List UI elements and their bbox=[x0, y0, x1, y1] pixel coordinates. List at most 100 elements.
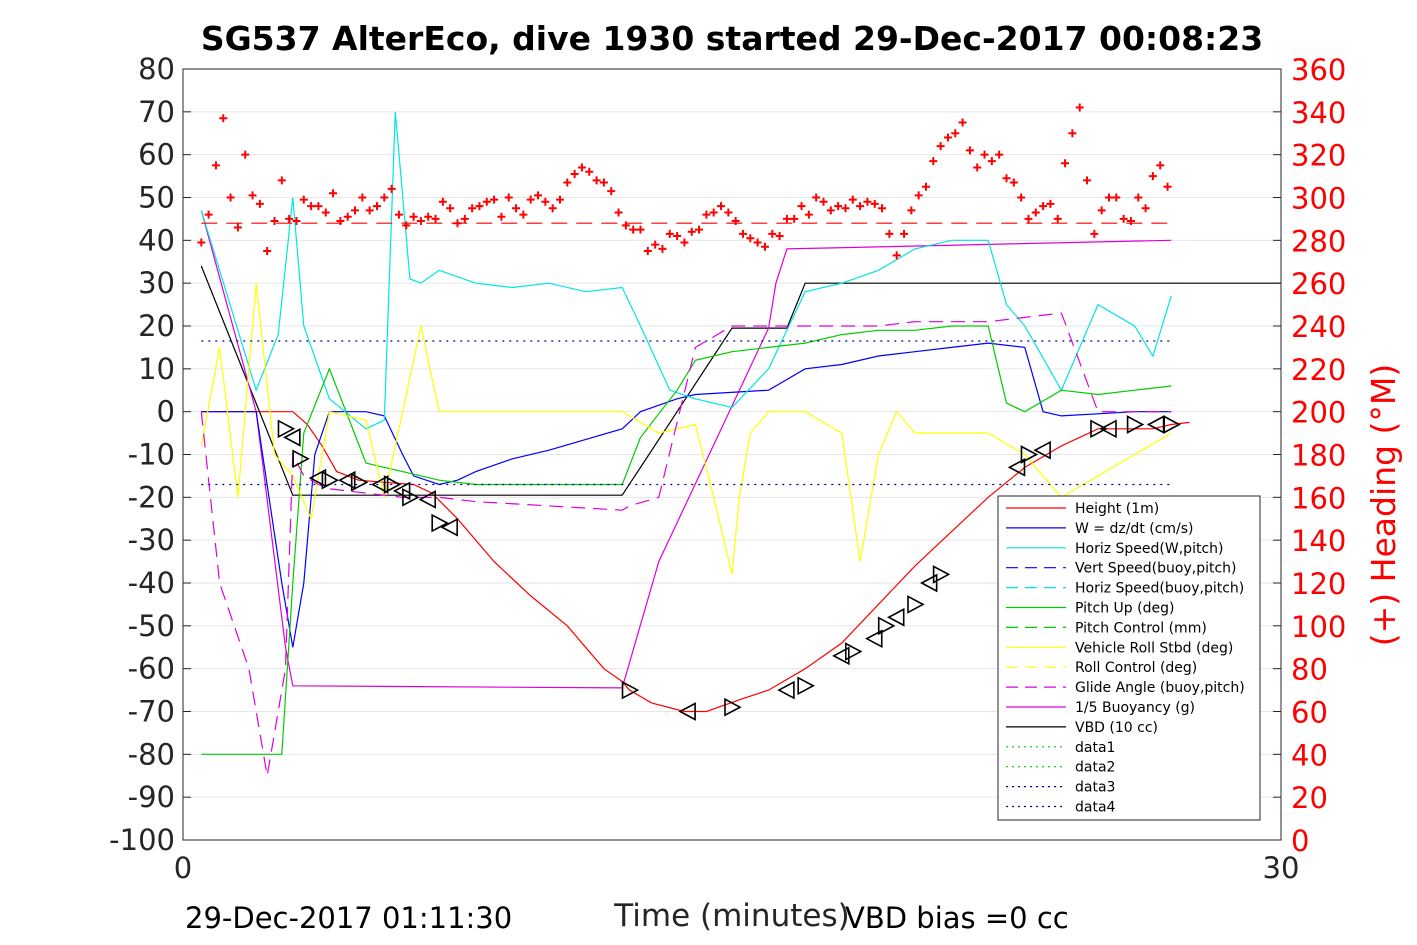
heading-point bbox=[1090, 229, 1099, 238]
y2-tick-label: 180 bbox=[1291, 439, 1346, 473]
heading-point bbox=[658, 244, 667, 253]
heading-point bbox=[643, 247, 652, 256]
y2-tick-label: 360 bbox=[1291, 53, 1346, 87]
legend-label: data4 bbox=[1075, 800, 1116, 816]
legend-label: Roll Control (deg) bbox=[1075, 660, 1197, 676]
height-marker bbox=[865, 629, 883, 649]
heading-point bbox=[226, 193, 235, 202]
heading-point bbox=[233, 223, 242, 232]
heading-point bbox=[1119, 214, 1128, 223]
height-marker bbox=[308, 468, 327, 488]
heading-point bbox=[995, 150, 1004, 159]
heading-point bbox=[446, 204, 455, 213]
heading-point bbox=[973, 163, 982, 172]
heading-point bbox=[380, 193, 389, 202]
heading-point bbox=[636, 225, 645, 234]
series-layer bbox=[197, 103, 1281, 776]
height-marker bbox=[797, 676, 815, 696]
heading-point bbox=[1068, 129, 1077, 138]
y2-tick-label: 120 bbox=[1291, 567, 1346, 601]
y2-tick-label: 200 bbox=[1291, 396, 1346, 430]
legend-label: Horiz Speed(buoy,pitch) bbox=[1075, 581, 1244, 597]
y2-tick-label: 340 bbox=[1291, 96, 1346, 130]
height-marker bbox=[1163, 415, 1181, 434]
heading-point bbox=[402, 221, 411, 230]
y-tick-label: -20 bbox=[128, 480, 175, 514]
heading-point bbox=[790, 214, 799, 223]
heading-point bbox=[1061, 159, 1070, 168]
heading-point bbox=[614, 208, 623, 217]
heading-point bbox=[1039, 202, 1048, 211]
heading-point bbox=[490, 195, 499, 204]
y2-tick-label: 140 bbox=[1291, 524, 1346, 558]
heading-point bbox=[358, 193, 367, 202]
height-marker bbox=[350, 473, 369, 492]
heading-point bbox=[468, 204, 477, 213]
y-tick-label: 30 bbox=[138, 266, 175, 300]
height-marker bbox=[1007, 458, 1026, 477]
legend-label: W = dz/dt (cm/s) bbox=[1075, 521, 1194, 537]
y2-tick-label: 40 bbox=[1291, 738, 1328, 772]
heading-point bbox=[768, 229, 777, 238]
heading-point bbox=[270, 217, 279, 226]
heading-point bbox=[812, 193, 821, 202]
heading-point bbox=[673, 232, 682, 241]
height-marker bbox=[887, 607, 905, 627]
heading-point bbox=[878, 204, 887, 213]
heading-point bbox=[563, 178, 572, 187]
heading-point bbox=[321, 208, 330, 217]
heading-point bbox=[438, 197, 447, 206]
legend-label: 1/5 Buoyancy (g) bbox=[1075, 700, 1195, 716]
heading-point bbox=[951, 129, 960, 138]
heading-point bbox=[1126, 217, 1135, 226]
heading-point bbox=[241, 150, 250, 159]
legend-label: Vehicle Roll Stbd (deg) bbox=[1075, 640, 1233, 656]
heading-point bbox=[629, 225, 638, 234]
heading-point bbox=[834, 202, 843, 211]
heading-point bbox=[980, 150, 989, 159]
y-tick-label: -70 bbox=[128, 695, 175, 729]
y2-tick-label: 100 bbox=[1291, 610, 1346, 644]
heading-point bbox=[1112, 193, 1121, 202]
heading-point bbox=[431, 214, 440, 223]
heading-point bbox=[892, 251, 901, 260]
heading-point bbox=[921, 182, 930, 191]
heading-point bbox=[314, 202, 323, 211]
heading-point bbox=[731, 217, 740, 226]
y-tick-label: 50 bbox=[138, 181, 175, 215]
heading-point bbox=[277, 176, 286, 185]
heading-point bbox=[365, 206, 374, 215]
height-marker bbox=[777, 680, 795, 700]
axes: 80706050403020100-10-20-30-40-50-60-70-8… bbox=[109, 52, 1346, 885]
y2-tick-label: 160 bbox=[1291, 481, 1346, 515]
heading-point bbox=[1141, 204, 1150, 213]
heading-point bbox=[1156, 161, 1165, 170]
heading-point bbox=[782, 214, 791, 223]
heading-point bbox=[680, 238, 689, 247]
legend-label: data3 bbox=[1075, 780, 1115, 796]
height-marker bbox=[919, 573, 938, 593]
heading-point bbox=[519, 210, 528, 219]
heading-point bbox=[724, 208, 733, 217]
heading-point bbox=[1148, 172, 1157, 181]
heading-point bbox=[329, 189, 338, 198]
height-marker bbox=[1099, 419, 1117, 439]
heading-point bbox=[534, 191, 543, 200]
y-tick-label: -30 bbox=[128, 523, 175, 557]
height-marker bbox=[440, 517, 458, 537]
heading-point bbox=[607, 187, 616, 196]
heading-point bbox=[987, 157, 996, 166]
legend-label: Pitch Up (deg) bbox=[1075, 601, 1174, 617]
heading-point bbox=[717, 202, 726, 211]
legend-label: data2 bbox=[1075, 760, 1115, 776]
height-marker bbox=[1033, 440, 1051, 460]
heading-point bbox=[372, 202, 381, 211]
height-marker bbox=[1090, 419, 1108, 439]
height-marker bbox=[832, 646, 850, 666]
heading-point bbox=[255, 199, 264, 208]
heading-point bbox=[1097, 206, 1106, 215]
height-marker bbox=[1126, 415, 1145, 434]
right-axis-label: (+) Heading (°M) bbox=[1364, 364, 1403, 646]
legend-label: Glide Angle (buoy,pitch) bbox=[1075, 680, 1245, 696]
